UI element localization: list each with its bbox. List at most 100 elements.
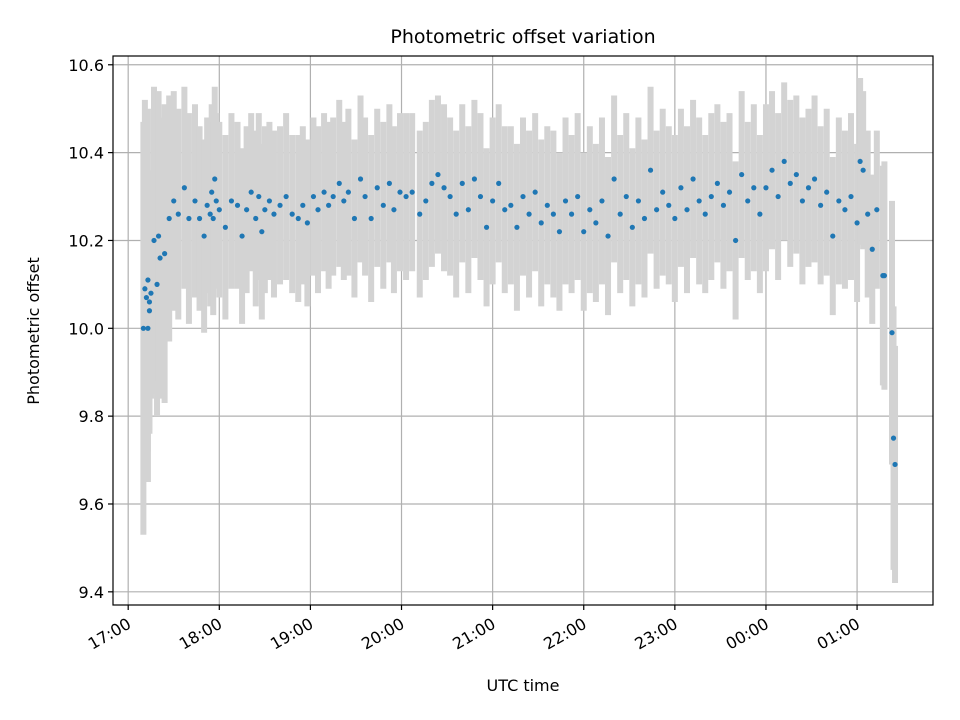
data-point [805,185,812,191]
data-point [869,246,875,252]
data-point [881,273,888,279]
error-bars [140,77,899,584]
data-point [192,198,198,204]
data-point [244,207,250,213]
data-point [380,202,386,208]
data-point [732,237,739,244]
x-axis-label: UTC time [487,676,560,695]
data-point [714,180,720,186]
data-point [678,185,684,191]
data-point [148,290,154,296]
data-point [836,198,842,204]
data-point [277,202,283,208]
x-tick-label: 19:00 [267,614,316,654]
data-point [611,176,617,182]
data-point [514,224,520,230]
data-point [550,211,556,217]
data-point [271,211,277,217]
data-point [253,215,259,222]
data-point [209,189,215,195]
data-point [453,211,459,217]
data-point [186,215,192,222]
data-point [155,233,162,239]
data-point [745,198,751,204]
data-point [304,220,310,226]
x-tick-label: 00:00 [723,614,772,654]
data-point [196,215,203,222]
x-tick-label: 21:00 [449,614,498,654]
data-point [593,220,599,226]
data-point [502,207,508,213]
data-point [857,158,863,165]
data-point [490,198,496,204]
data-point [568,211,575,217]
data-point [769,167,775,173]
data-point [145,325,151,331]
data-point [508,202,514,208]
data-point [207,211,213,217]
data-point [447,193,453,200]
data-point [581,229,587,235]
data-point [818,202,824,208]
data-point [368,215,374,222]
data-point [283,193,289,200]
data-point [266,198,273,204]
data-point [617,211,623,217]
data-point [824,189,830,195]
data-point [684,207,690,213]
data-point [326,202,332,208]
data-point [854,220,860,226]
data-point [140,325,146,331]
data-point [465,207,471,213]
data-point [409,189,415,195]
data-point [757,211,763,217]
y-tick-label: 9.6 [79,495,104,514]
data-point [248,189,254,195]
data-point [666,202,672,208]
y-tick-label: 10.0 [68,319,104,338]
data-point [362,193,368,200]
data-point [892,461,898,468]
chart-title: Photometric offset variation [390,26,655,48]
data-point [587,207,593,213]
data-point [204,202,210,208]
data-point [146,299,153,305]
data-point [143,294,150,301]
data-point [605,233,611,239]
data-point [181,185,187,191]
data-point [672,215,678,222]
data-point [690,176,696,182]
data-point [171,198,177,204]
data-point [544,202,550,208]
y-tick-label: 9.8 [79,407,104,426]
data-point [151,237,157,244]
data-point [295,215,301,222]
x-tick-label: 17:00 [85,614,134,654]
data-point [787,180,793,186]
data-point [351,215,358,222]
data-point [357,176,364,182]
data-point [391,207,397,213]
data-point [228,198,235,204]
data-point [739,171,745,178]
data-point [435,171,441,178]
data-point [441,185,447,191]
data-point [397,189,403,195]
data-point [526,211,532,217]
data-point [145,277,151,283]
data-point [417,211,423,217]
data-point [647,167,654,173]
data-point [162,251,168,257]
data-point [575,193,581,200]
y-axis-label: Photometric offset [24,257,43,405]
data-point [842,207,848,213]
data-point [310,193,317,200]
data-point [556,229,563,235]
data-point [623,193,629,200]
x-tick-label: 23:00 [631,614,680,654]
data-point [889,330,895,336]
data-point [848,193,854,200]
data-point [154,281,160,287]
data-point [321,189,327,195]
data-point [374,185,380,191]
